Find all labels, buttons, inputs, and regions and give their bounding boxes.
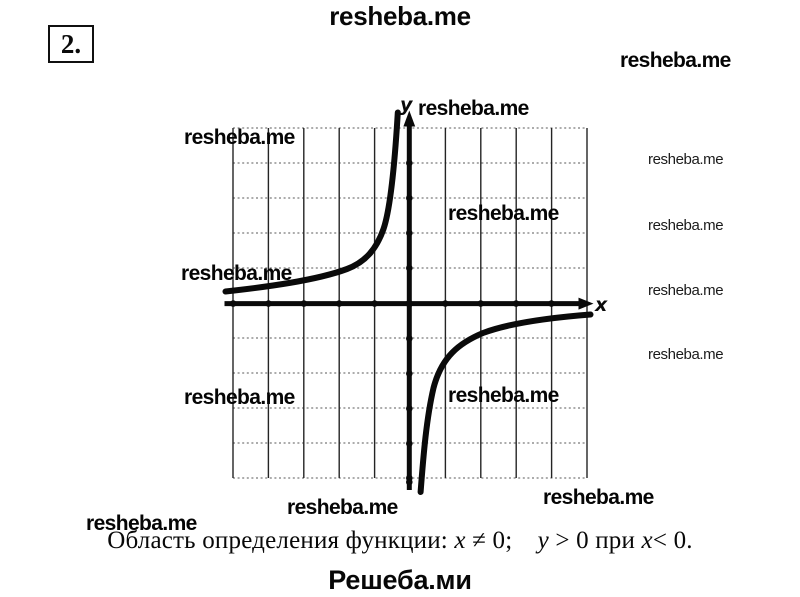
problem-number-box: 2. bbox=[48, 25, 94, 63]
math-var-x: x bbox=[641, 527, 653, 554]
watermark-grid-top-left: resheba.me bbox=[184, 126, 295, 149]
watermark-right-margin-3: resheba.me bbox=[648, 282, 724, 299]
watermark-right-margin-4: resheba.me bbox=[648, 346, 724, 363]
watermark-top-right: resheba.me bbox=[620, 49, 731, 72]
x-axis-tick-dots bbox=[229, 300, 555, 307]
math-var-y: y bbox=[537, 527, 549, 554]
footer-brand: Решеба.ми bbox=[328, 565, 472, 595]
watermark-right-lower: resheba.me bbox=[448, 384, 559, 407]
watermark-left-lower: resheba.me bbox=[184, 386, 295, 409]
math-var-x: x bbox=[454, 527, 466, 554]
watermark-left-mid: resheba.me bbox=[181, 262, 292, 285]
watermark-in-graph-right: resheba.me bbox=[448, 202, 559, 225]
answer-segment: > 0 при bbox=[548, 527, 642, 554]
x-axis-label: x bbox=[594, 294, 608, 316]
y-axis-tick-dots bbox=[405, 159, 413, 486]
answer-segment: ≠ 0; bbox=[465, 527, 538, 554]
problem-number: 2. bbox=[60, 28, 82, 59]
y-axis-label: y bbox=[400, 94, 414, 116]
curve-branch-right bbox=[417, 311, 594, 495]
answer-segment: < 0. bbox=[652, 527, 693, 554]
x-axis-arrowhead bbox=[578, 297, 594, 310]
watermark-below-graph-right: resheba.me bbox=[543, 486, 654, 509]
site-title-watermark: resheba.me bbox=[329, 1, 471, 31]
answer-text: Область определения функции: x ≠ 0; y > … bbox=[0, 527, 800, 555]
curve-branch-left bbox=[222, 109, 401, 295]
y-axis-arrowhead bbox=[403, 110, 416, 127]
watermark-near-y-axis: resheba.me bbox=[418, 97, 529, 120]
watermark-right-margin-2: resheba.me bbox=[648, 217, 724, 234]
watermark-right-margin-1: resheba.me bbox=[648, 151, 724, 168]
answer-segment: Область определения функции: bbox=[107, 527, 455, 554]
watermark-above-answer: resheba.me bbox=[86, 512, 197, 535]
watermark-below-graph-center: resheba.me bbox=[287, 496, 398, 519]
